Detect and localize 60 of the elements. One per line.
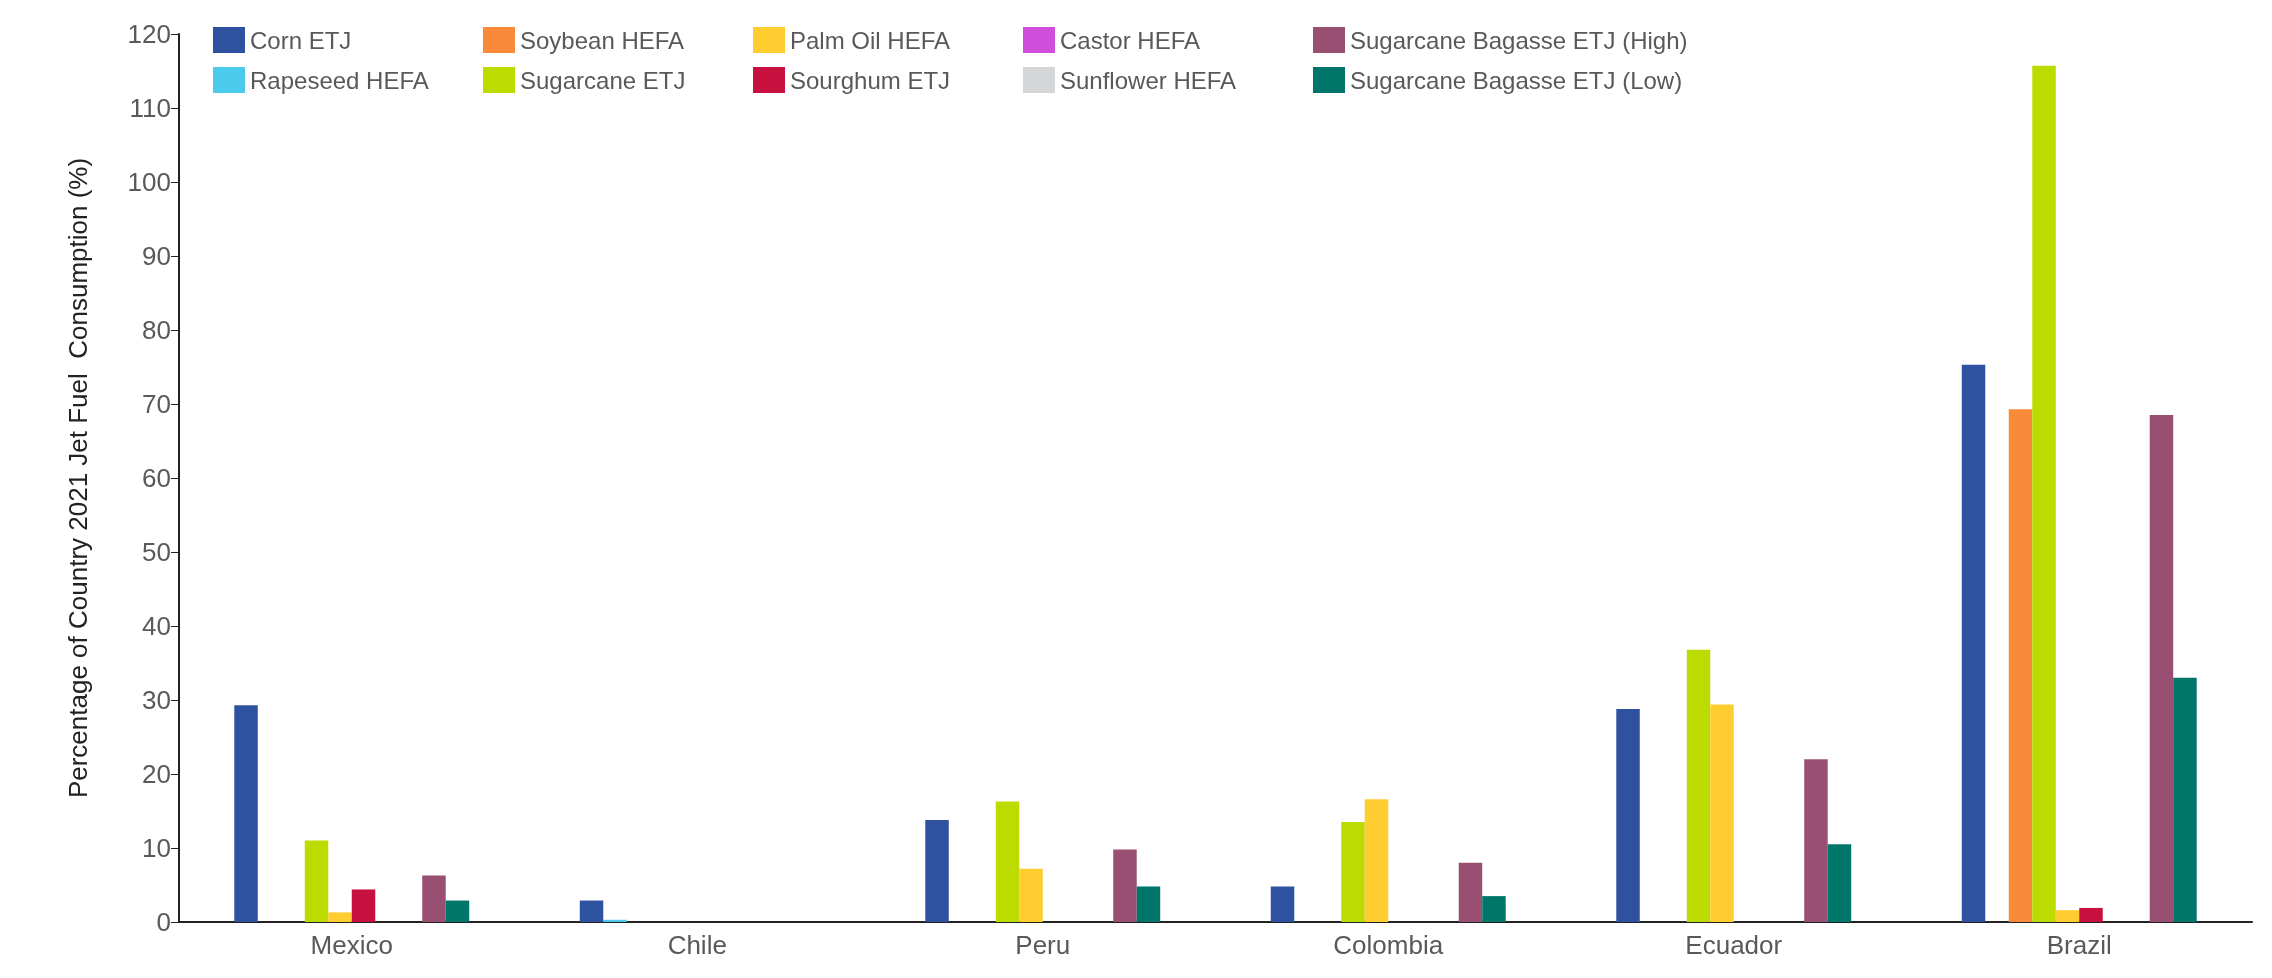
x-tick-label: Mexico bbox=[310, 930, 393, 960]
x-tick-label: Brazil bbox=[2046, 930, 2112, 960]
bar bbox=[1458, 862, 1483, 922]
bar bbox=[1482, 896, 1506, 922]
bar bbox=[1686, 649, 1711, 922]
bar bbox=[234, 705, 258, 922]
y-tick-label: 50 bbox=[142, 537, 171, 567]
bar bbox=[2173, 677, 2197, 922]
y-tick-label: 120 bbox=[127, 19, 171, 49]
bar bbox=[2008, 409, 2033, 922]
legend-label: Castor HEFA bbox=[1060, 26, 1201, 54]
legend-label: Rapeseed HEFA bbox=[250, 66, 429, 94]
y-tick-label: 90 bbox=[142, 241, 171, 271]
bar bbox=[1961, 364, 1986, 922]
legend-label: Corn ETJ bbox=[250, 26, 352, 54]
y-tick-label: 80 bbox=[142, 315, 171, 345]
bar bbox=[1364, 799, 1389, 922]
bar bbox=[304, 840, 329, 922]
bar bbox=[995, 801, 1020, 922]
legend-label: Sourghum ETJ bbox=[790, 66, 951, 94]
x-tick-label: Peru bbox=[1015, 930, 1071, 960]
legend-label: Sugarcane Bagasse ETJ (High) bbox=[1350, 26, 1688, 54]
legend-label: Sunflower HEFA bbox=[1060, 66, 1237, 94]
legend-label: Sugarcane ETJ bbox=[520, 66, 686, 94]
bar bbox=[925, 819, 949, 922]
legend-label: Soybean HEFA bbox=[520, 26, 685, 54]
bar bbox=[328, 912, 352, 922]
y-tick-label: 30 bbox=[142, 685, 171, 715]
y-tick-label: 100 bbox=[127, 167, 171, 197]
bar bbox=[1616, 708, 1640, 922]
y-tick-label: 10 bbox=[142, 833, 171, 863]
bar bbox=[2079, 907, 2103, 922]
bar bbox=[2032, 65, 2056, 922]
bar bbox=[579, 900, 604, 922]
bar bbox=[2055, 910, 2080, 922]
bar bbox=[1710, 704, 1734, 922]
y-tick-label: 20 bbox=[142, 759, 171, 789]
bar bbox=[1113, 849, 1137, 922]
x-tick-label: Chile bbox=[667, 930, 727, 960]
y-tick-label: 40 bbox=[142, 611, 171, 641]
bar bbox=[1019, 868, 1043, 922]
bar bbox=[351, 889, 376, 922]
y-tick-label: 70 bbox=[142, 389, 171, 419]
x-tick-label: Ecuador bbox=[1685, 930, 1783, 960]
bar bbox=[1341, 822, 1365, 922]
legend-label: Palm Oil HEFA bbox=[790, 26, 951, 54]
bar bbox=[1270, 886, 1295, 922]
bar bbox=[1804, 759, 1828, 922]
bar bbox=[422, 875, 446, 922]
bar bbox=[1136, 886, 1161, 922]
y-tick-label: 0 bbox=[156, 907, 171, 937]
bar bbox=[603, 919, 627, 922]
legend-label: Sugarcane Bagasse ETJ (Low) bbox=[1350, 66, 1683, 94]
x-tick-label: Colombia bbox=[1333, 930, 1444, 960]
y-axis-title: Percentage of Country 2021 Jet Fuel Consumption (%) bbox=[63, 157, 93, 799]
bar bbox=[2149, 415, 2174, 922]
y-tick-label: 60 bbox=[142, 463, 171, 493]
bar bbox=[1827, 844, 1852, 922]
y-tick-label: 110 bbox=[129, 93, 171, 123]
bar bbox=[445, 900, 470, 922]
